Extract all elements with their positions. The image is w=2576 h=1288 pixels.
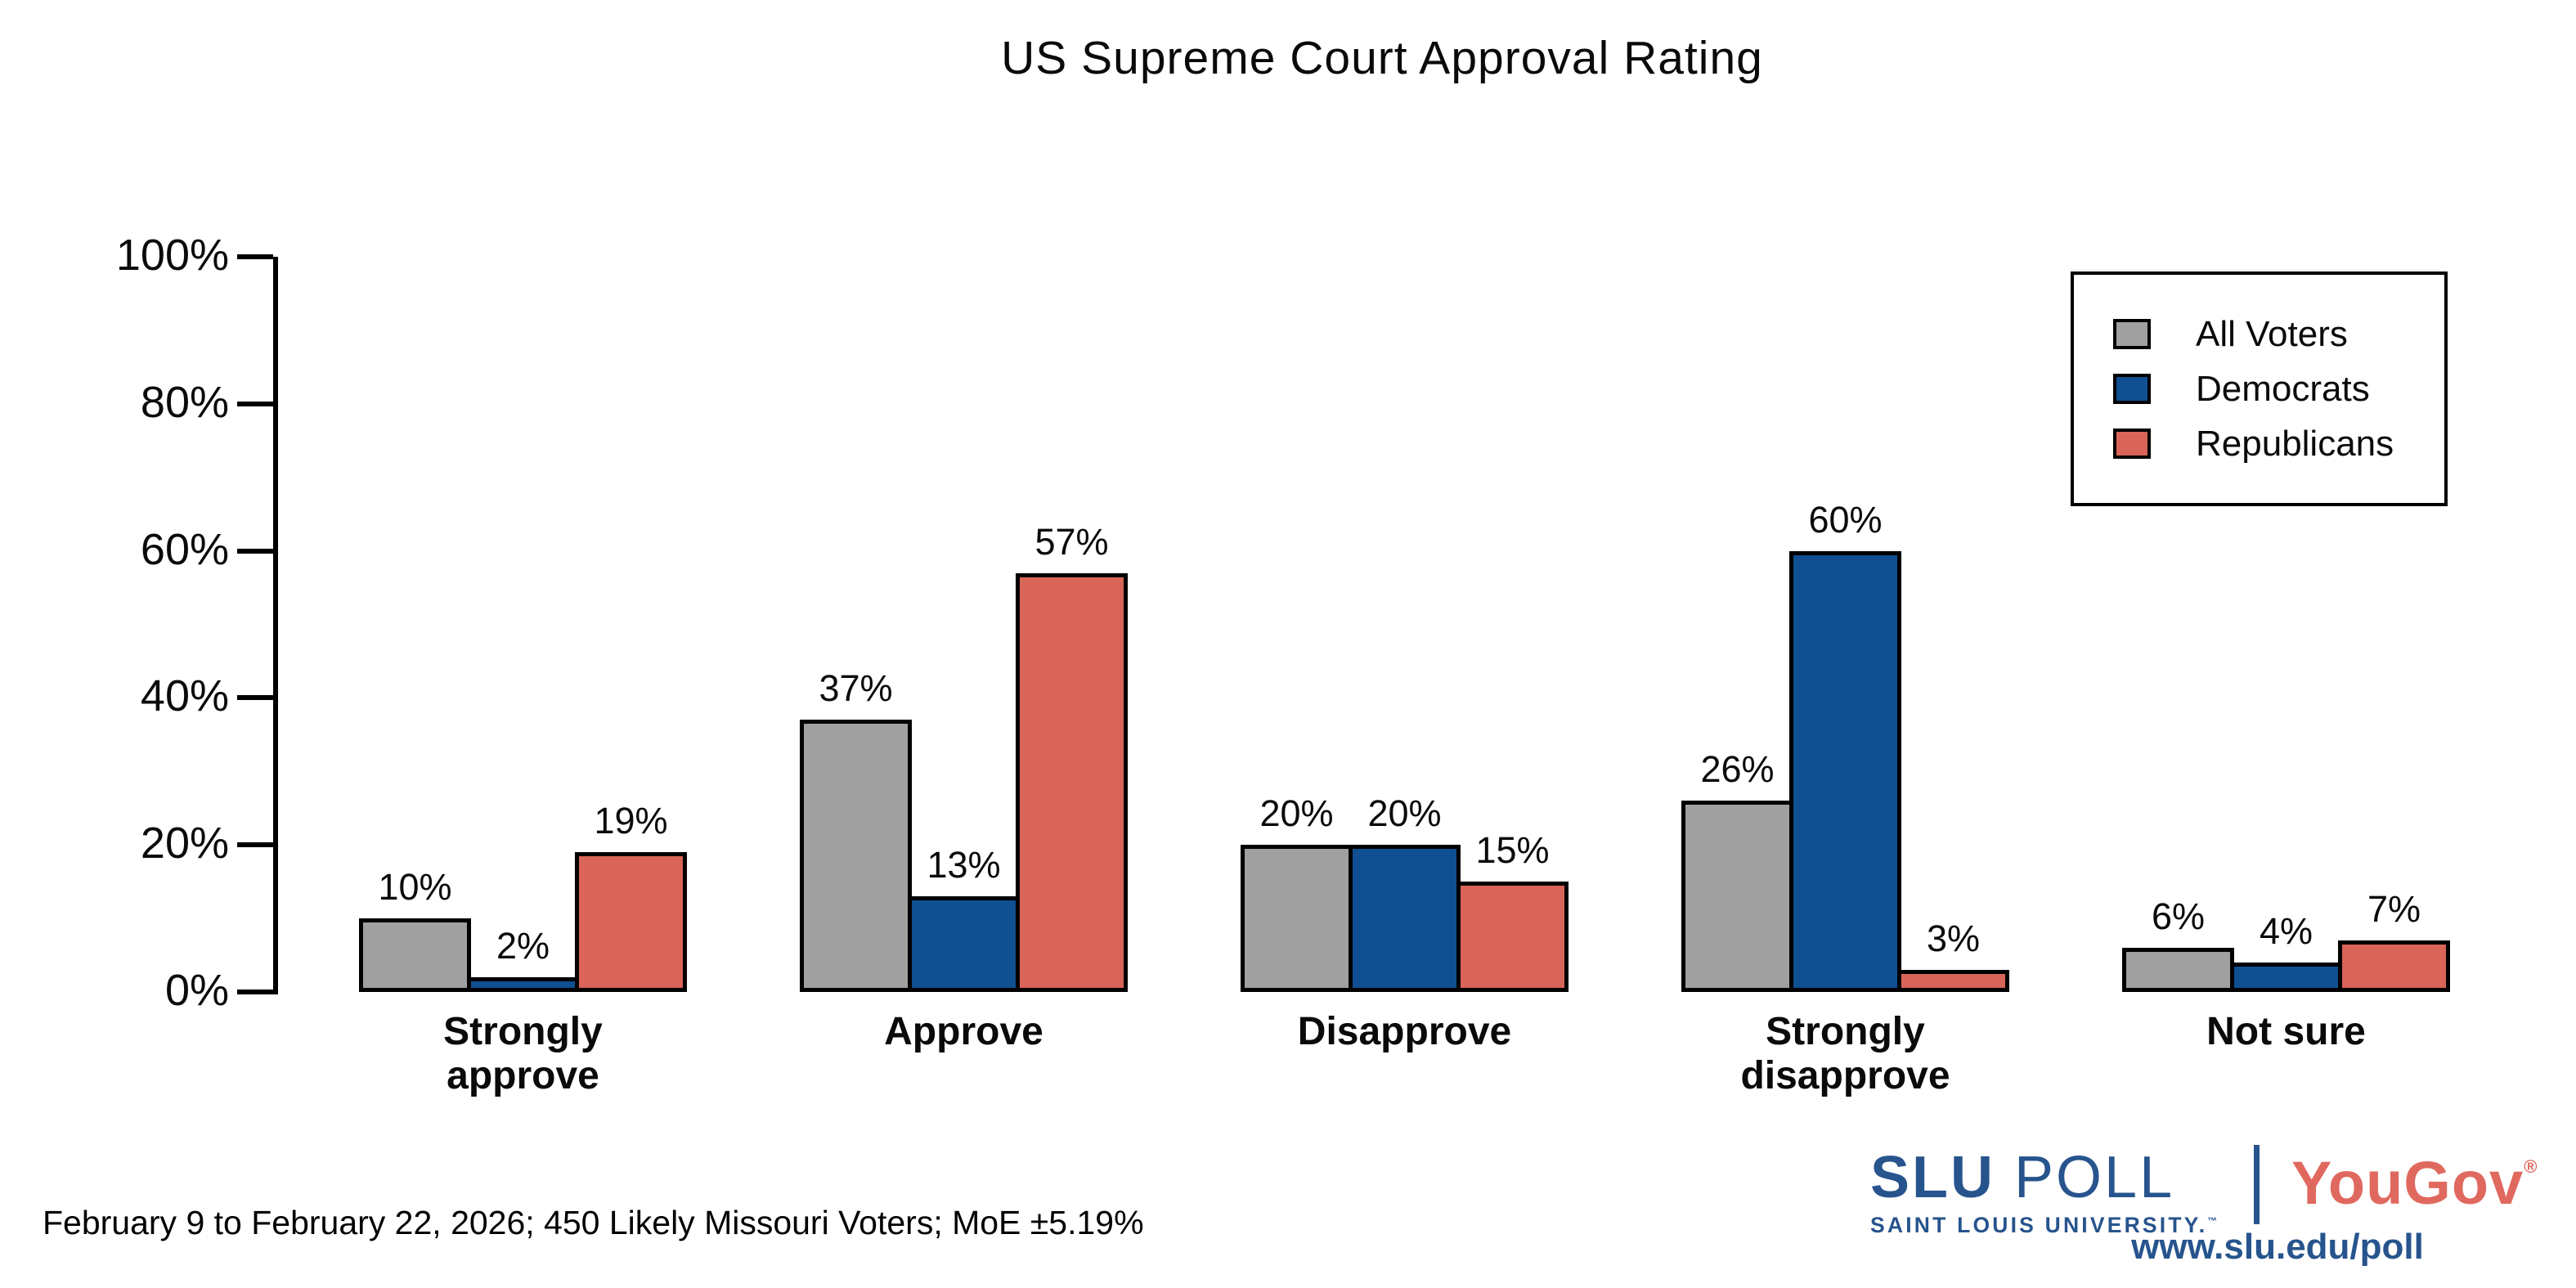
- y-tick-label: 20%: [140, 819, 229, 868]
- y-tick-label: 100%: [115, 231, 229, 280]
- bar-value-label: 4%: [2259, 910, 2313, 953]
- bar-value-label: 3%: [1926, 918, 1981, 960]
- bar-republicans: [575, 852, 687, 992]
- bar-value-label: 37%: [819, 667, 893, 710]
- slu-poll-logo: SLU POLL SAINT LOUIS UNIVERSITY.™: [1870, 1148, 2219, 1236]
- legend-item-all-voters: All Voters: [2113, 314, 2444, 355]
- legend: All Voters Democrats Republicans: [2071, 272, 2448, 506]
- legend-item-republicans: Republicans: [2113, 424, 2444, 464]
- y-tick: [237, 990, 273, 994]
- bar-republicans: [1016, 572, 1128, 992]
- yougov-logo: YouGov®: [2291, 1149, 2538, 1217]
- bar-republicans: [2338, 940, 2450, 992]
- bar-all-voters: [359, 918, 471, 992]
- legend-label: Democrats: [2196, 368, 2370, 409]
- category-label: Approve: [884, 1010, 1043, 1053]
- y-tick: [237, 695, 273, 701]
- bar-all-voters: [2122, 948, 2234, 992]
- category-label: Not sure: [2206, 1010, 2366, 1053]
- legend-item-democrats: Democrats: [2113, 369, 2444, 410]
- legend-swatch: [2113, 374, 2151, 404]
- bar-value-label: 57%: [1034, 520, 1109, 563]
- category-label: Strongly approve: [443, 1010, 603, 1097]
- y-tick: [237, 548, 273, 554]
- bar-democrats: [2230, 963, 2342, 992]
- bar-democrats: [1789, 550, 1901, 992]
- category-label: Strongly disapprove: [1740, 1010, 1950, 1097]
- y-tick-label: 0%: [164, 966, 229, 1015]
- bar-group-approve: 37% 13% 57% Approve: [800, 257, 1152, 1053]
- legend-label: All Voters: [2196, 313, 2348, 354]
- registered-symbol: ®: [2524, 1156, 2538, 1177]
- chart-title: US Supreme Court Approval Rating: [1001, 32, 1763, 84]
- bar-democrats: [467, 977, 579, 992]
- y-tick: [237, 842, 273, 848]
- legend-label: Republicans: [2196, 423, 2394, 464]
- bar-value-label: 6%: [2151, 895, 2206, 938]
- bar-all-voters: [800, 720, 912, 992]
- bar-all-voters: [1241, 845, 1353, 992]
- slu-university-subtext: SAINT LOUIS UNIVERSITY.™: [1870, 1213, 2220, 1237]
- bar-value-label: 10%: [378, 866, 452, 909]
- trademark-symbol: ™: [2207, 1215, 2220, 1227]
- bar-republicans: [1456, 882, 1568, 992]
- y-tick-label: 80%: [140, 377, 229, 427]
- bar-democrats: [908, 896, 1020, 992]
- bar-group-strongly-disapprove: 26% 60% 3% Strongly disapprove: [1681, 257, 2034, 1097]
- site-url: www.slu.edu/poll: [2131, 1227, 2424, 1267]
- y-axis-line: [273, 257, 278, 994]
- bar-all-voters: [1681, 801, 1793, 992]
- bar-group-not-sure: 6% 4% 7% Not sure: [2122, 257, 2475, 1053]
- category-label: Disapprove: [1297, 1010, 1512, 1053]
- legend-swatch: [2113, 319, 2151, 349]
- logo-separator-bar: [2254, 1145, 2260, 1224]
- bar-value-label: 2%: [496, 925, 550, 967]
- y-tick-label: 40%: [140, 671, 229, 721]
- bar-republicans: [1897, 970, 2009, 992]
- slu-wordmark-bold: SLU: [1870, 1145, 1995, 1210]
- bar-group-disapprove: 20% 20% 15% Disapprove: [1241, 257, 1593, 1053]
- bar-group-strongly-approve: 10% 2% 19% Strongly approve: [359, 257, 711, 1097]
- bar-value-label: 20%: [1259, 792, 1334, 835]
- bar-democrats: [1349, 845, 1461, 992]
- y-tick: [237, 254, 273, 259]
- y-tick-label: 60%: [140, 524, 229, 574]
- bar-value-label: 60%: [1808, 498, 1883, 541]
- slu-wordmark-light: POLL: [2014, 1145, 2175, 1210]
- bar-value-label: 15%: [1475, 829, 1550, 872]
- bar-value-label: 13%: [927, 844, 1001, 886]
- slu-poll-wordmark: SLU POLL: [1870, 1148, 2219, 1207]
- bar-value-label: 19%: [594, 800, 668, 842]
- bar-value-label: 26%: [1700, 748, 1775, 791]
- footer-note: February 9 to February 22, 2026; 450 Lik…: [43, 1204, 1144, 1241]
- y-tick: [237, 401, 273, 406]
- bar-value-label: 20%: [1367, 792, 1442, 835]
- bar-value-label: 7%: [2367, 888, 2421, 931]
- legend-swatch: [2113, 429, 2151, 459]
